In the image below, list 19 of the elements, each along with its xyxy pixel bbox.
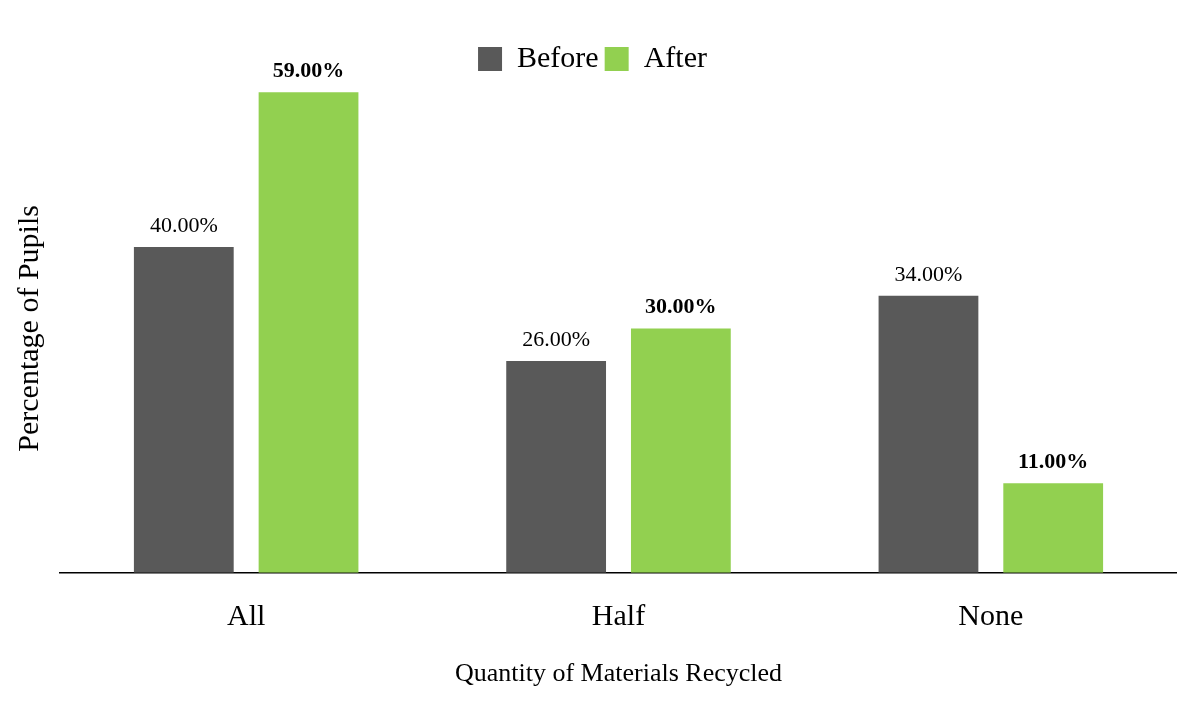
x-axis-title: Quantity of Materials Recycled: [454, 658, 783, 688]
bar: [878, 295, 979, 573]
x-tick-label: Half: [591, 597, 646, 631]
data-label: 34.00%: [894, 260, 963, 286]
bar: [258, 92, 359, 573]
data-label: 59.00%: [272, 56, 345, 82]
data-label: 30.00%: [645, 293, 717, 319]
bar: [1003, 483, 1104, 573]
y-axis-title: Percentage of Pupils: [10, 205, 44, 452]
legend-label: Before: [517, 39, 599, 73]
bar: [506, 360, 607, 573]
data-label: 26.00%: [522, 325, 591, 351]
legend-label: After: [643, 39, 707, 73]
data-label: 40.00%: [149, 211, 218, 237]
data-label: 11.00%: [1018, 447, 1089, 473]
bar: [133, 246, 234, 573]
x-tick-label: All: [226, 597, 266, 631]
bar: [630, 328, 731, 573]
x-tick-label: None: [958, 597, 1024, 631]
